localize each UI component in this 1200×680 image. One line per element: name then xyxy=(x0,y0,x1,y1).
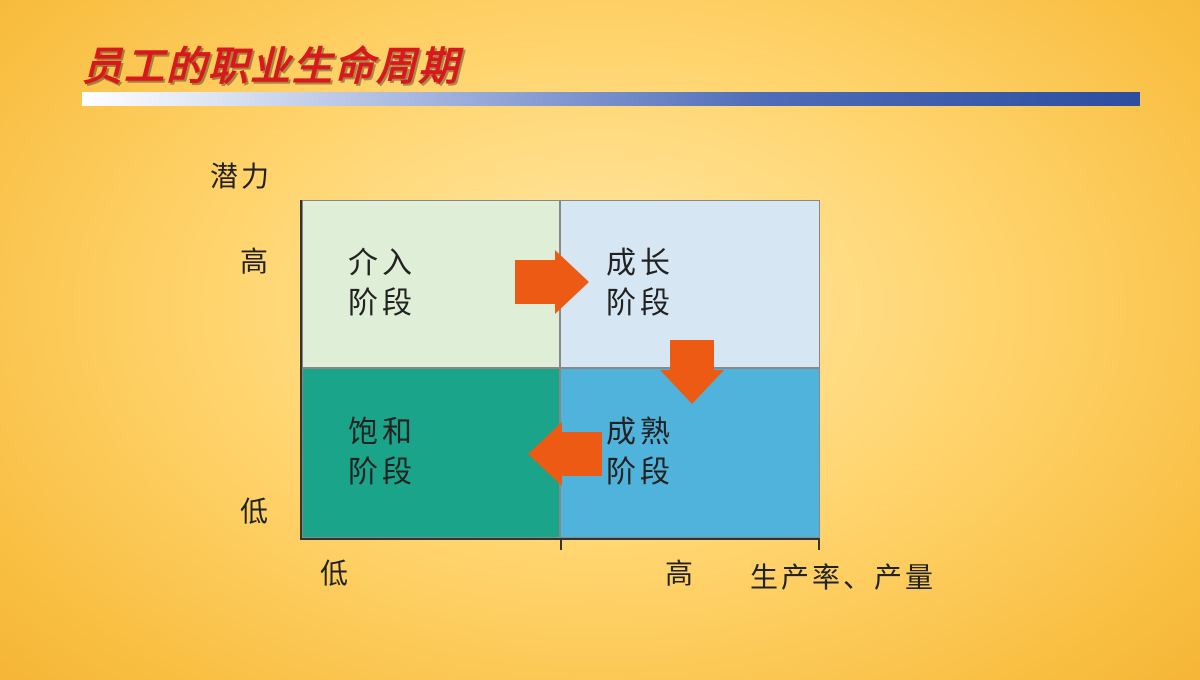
flow-arrow-right-head xyxy=(555,250,589,314)
y-axis-low-label: 低 xyxy=(240,490,271,530)
x-axis-title: 生产率、产量 xyxy=(750,556,936,596)
flow-arrow-right xyxy=(515,260,555,304)
flow-arrow-down xyxy=(670,340,714,370)
quadrant-label-line2: 阶段 xyxy=(348,453,416,494)
slide-title: 员工的职业生命周期 xyxy=(82,34,460,92)
x-axis-high-label: 高 xyxy=(665,552,696,592)
quadrant-label-line2: 阶段 xyxy=(348,284,416,325)
flow-arrow-down-head xyxy=(660,370,724,404)
y-axis xyxy=(300,200,302,540)
quadrant-label-line2: 阶段 xyxy=(606,453,674,494)
lifecycle-quadrant-diagram: 介入 阶段 成长 阶段 饱和 阶段 成熟 阶段 xyxy=(300,200,820,540)
quadrant-label-line1: 介入 xyxy=(348,244,416,285)
x-axis-tick xyxy=(560,540,562,550)
x-axis-low-label: 低 xyxy=(320,552,351,592)
quadrant-label-line1: 成长 xyxy=(606,244,674,285)
title-underline xyxy=(82,92,1140,106)
x-axis-tick xyxy=(818,540,820,550)
flow-arrow-left xyxy=(562,432,602,476)
flow-arrow-left-head xyxy=(528,422,562,486)
quadrant-label-line1: 成熟 xyxy=(606,413,674,454)
quadrant-bot-left: 饱和 阶段 xyxy=(302,368,560,538)
y-axis-high-label: 高 xyxy=(240,240,271,280)
y-axis-title: 潜力 xyxy=(210,155,272,195)
quadrant-label-line1: 饱和 xyxy=(348,413,416,454)
quadrant-label-line2: 阶段 xyxy=(606,284,674,325)
